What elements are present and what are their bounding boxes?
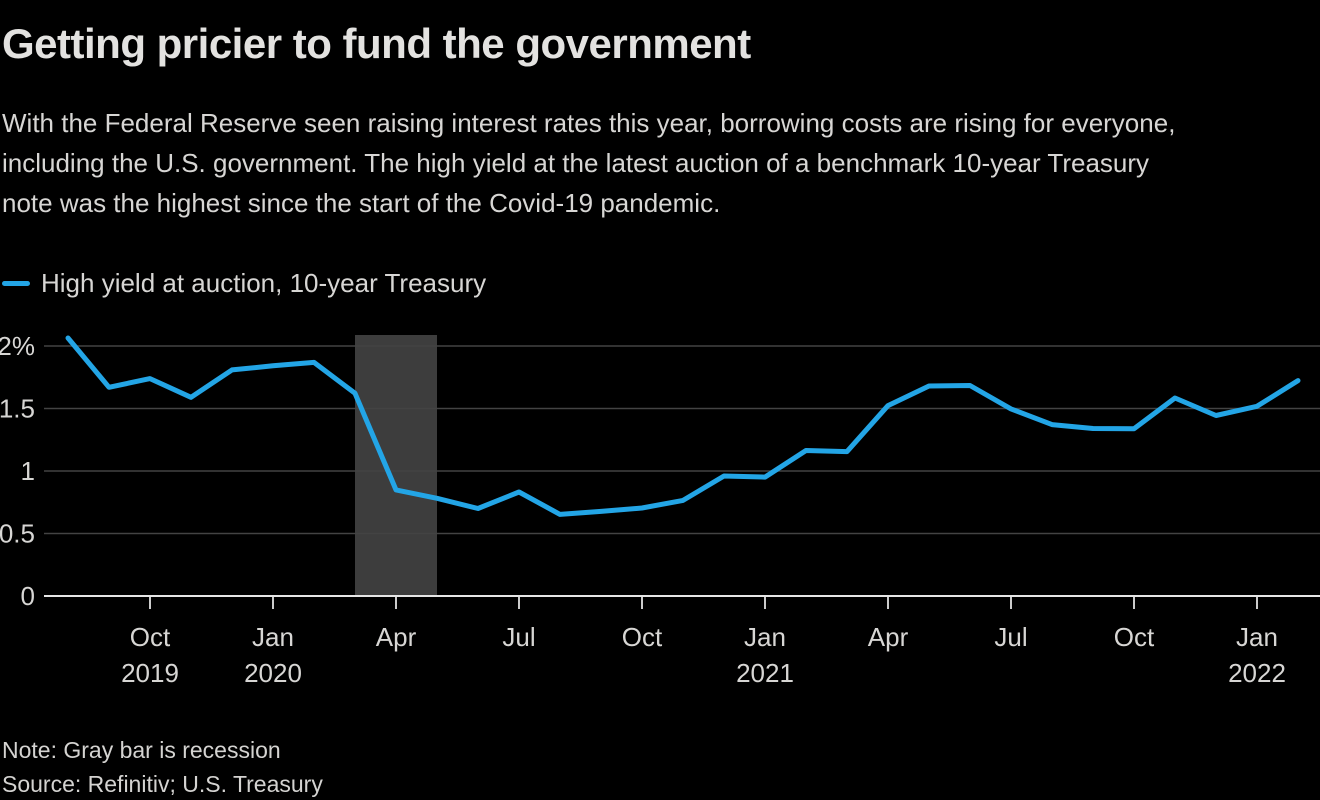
y-tick-label: 0 xyxy=(21,581,35,611)
footnotes: Note: Gray bar is recession Source: Refi… xyxy=(2,733,323,800)
x-tick-label: Oct xyxy=(130,622,171,652)
legend-label: High yield at auction, 10-year Treasury xyxy=(41,268,487,298)
x-tick-label: Jul xyxy=(502,622,535,652)
source-text: Source: Refinitiv; U.S. Treasury xyxy=(2,771,323,797)
chart-title: Getting pricier to fund the government xyxy=(2,20,751,67)
y-tick-label: 2% xyxy=(0,331,35,361)
yield-line xyxy=(65,335,1301,517)
x-tick-label: Jan xyxy=(252,622,294,652)
x-tick-label: Oct xyxy=(622,622,663,652)
legend-line-swatch xyxy=(2,281,30,286)
y-tick-label: 1.5 xyxy=(0,394,35,424)
x-tick-year-label: 2020 xyxy=(244,658,302,688)
line-chart: 2% 1.5 1 0.5 0 Oct 2019 Jan 2020 Apr Jul Oct Jan 2021… xyxy=(0,326,1320,700)
y-tick-label: 0.5 xyxy=(0,519,35,549)
x-tick-year-label: 2021 xyxy=(736,658,794,688)
chart-subtitle: With the Federal Reserve seen raising in… xyxy=(2,108,1176,218)
legend: High yield at auction, 10-year Treasury xyxy=(2,268,486,299)
x-tick-label: Oct xyxy=(1114,622,1155,652)
x-tick-year-label: 2022 xyxy=(1228,658,1286,688)
x-tick-label: Jan xyxy=(1236,622,1278,652)
recession-band xyxy=(355,335,437,595)
x-tick-year-label: 2019 xyxy=(121,658,179,688)
x-tick-label: Jan xyxy=(744,622,786,652)
y-tick-label: 1 xyxy=(21,456,35,486)
x-tick-label: Jul xyxy=(994,622,1027,652)
line-chart-svg: 2% 1.5 1 0.5 0 Oct 2019 Jan 2020 Apr Jul Oct Jan 2021… xyxy=(0,331,1320,688)
x-tick-label: Apr xyxy=(376,622,417,652)
x-tick-label: Apr xyxy=(868,622,909,652)
note-text: Note: Gray bar is recession xyxy=(2,737,281,763)
